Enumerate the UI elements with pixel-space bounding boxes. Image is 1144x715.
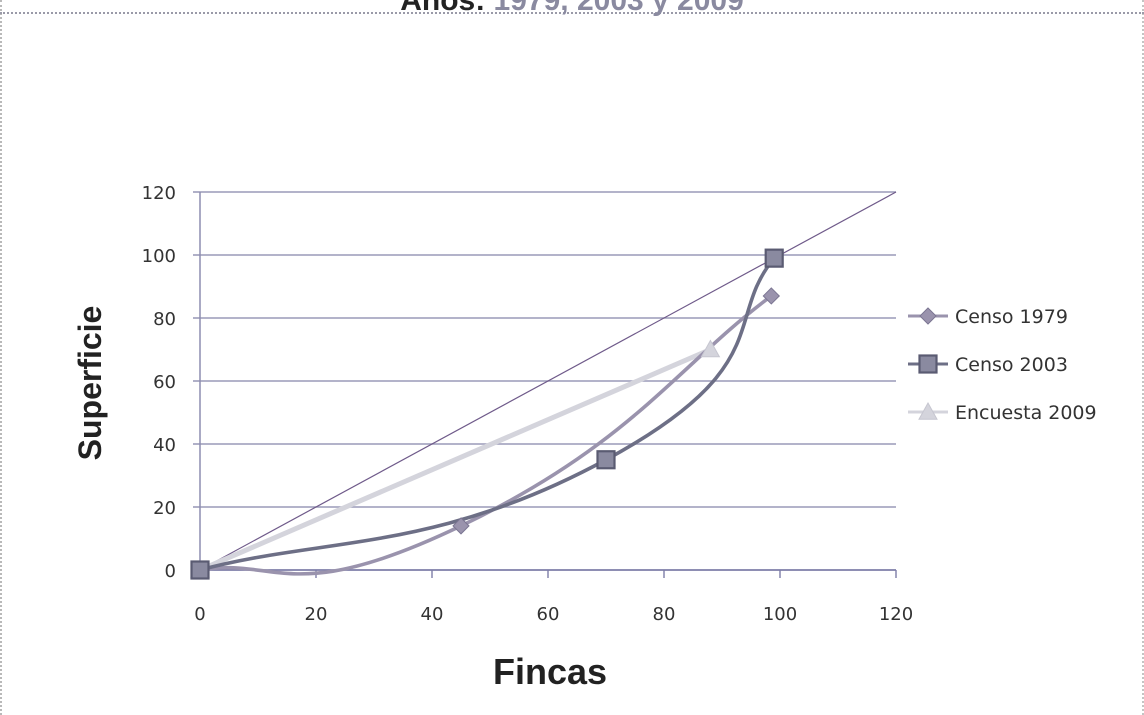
x-tick-labels: 0 20 40 60 80 100 120: [194, 604, 913, 625]
y-tick-label: 40: [153, 435, 176, 456]
series-lines: [197, 191, 897, 576]
data-point-triangle: [700, 339, 721, 358]
x-axis-title: Fincas: [493, 651, 607, 692]
x-tick-label: 100: [763, 604, 797, 625]
data-point-diamond: [452, 517, 470, 535]
x-tick-label: 0: [194, 604, 205, 625]
y-tick-label: 80: [153, 309, 176, 330]
data-point-square: [190, 560, 210, 580]
chart-title: Años: 1979, 2003 y 2009: [0, 0, 1144, 16]
grid-lines: [200, 191, 896, 508]
y-tick-label: 120: [142, 183, 176, 204]
chart-title-years: 1979, 2003 y 2009: [493, 0, 744, 17]
x-tick-label: 80: [653, 604, 676, 625]
legend-marker-diamond: [919, 307, 937, 325]
x-tick-label: 120: [879, 604, 913, 625]
x-tick-label: 20: [305, 604, 328, 625]
series-markers: [190, 248, 784, 580]
data-point-diamond: [762, 287, 781, 305]
legend-marker-square: [918, 354, 938, 374]
chart-title-prefix: Años:: [400, 0, 486, 17]
legend-label: Censo 1979: [955, 306, 1068, 328]
y-tick-label: 20: [153, 498, 176, 519]
legend-label: Encuesta 2009: [955, 402, 1097, 424]
x-tick-label: 60: [537, 604, 560, 625]
x-tick-label: 40: [421, 604, 444, 625]
legend: Censo 1979 Censo 2003 Encuesta 2009: [908, 306, 1097, 424]
series-line-encuesta-2009: [197, 347, 713, 573]
data-point-square: [596, 450, 616, 470]
legend-label: Censo 2003: [955, 354, 1068, 376]
top-rule: [0, 12, 1144, 14]
legend-marker-triangle: [918, 401, 938, 420]
y-tick-label: 60: [153, 372, 176, 393]
y-tick-label: 0: [165, 561, 176, 582]
data-point-square: [764, 248, 784, 268]
y-tick-label: 100: [142, 246, 176, 267]
y-tick-labels: 0 20 40 60 80 100 120: [142, 183, 176, 582]
y-axis-title: Superficie: [72, 306, 108, 461]
